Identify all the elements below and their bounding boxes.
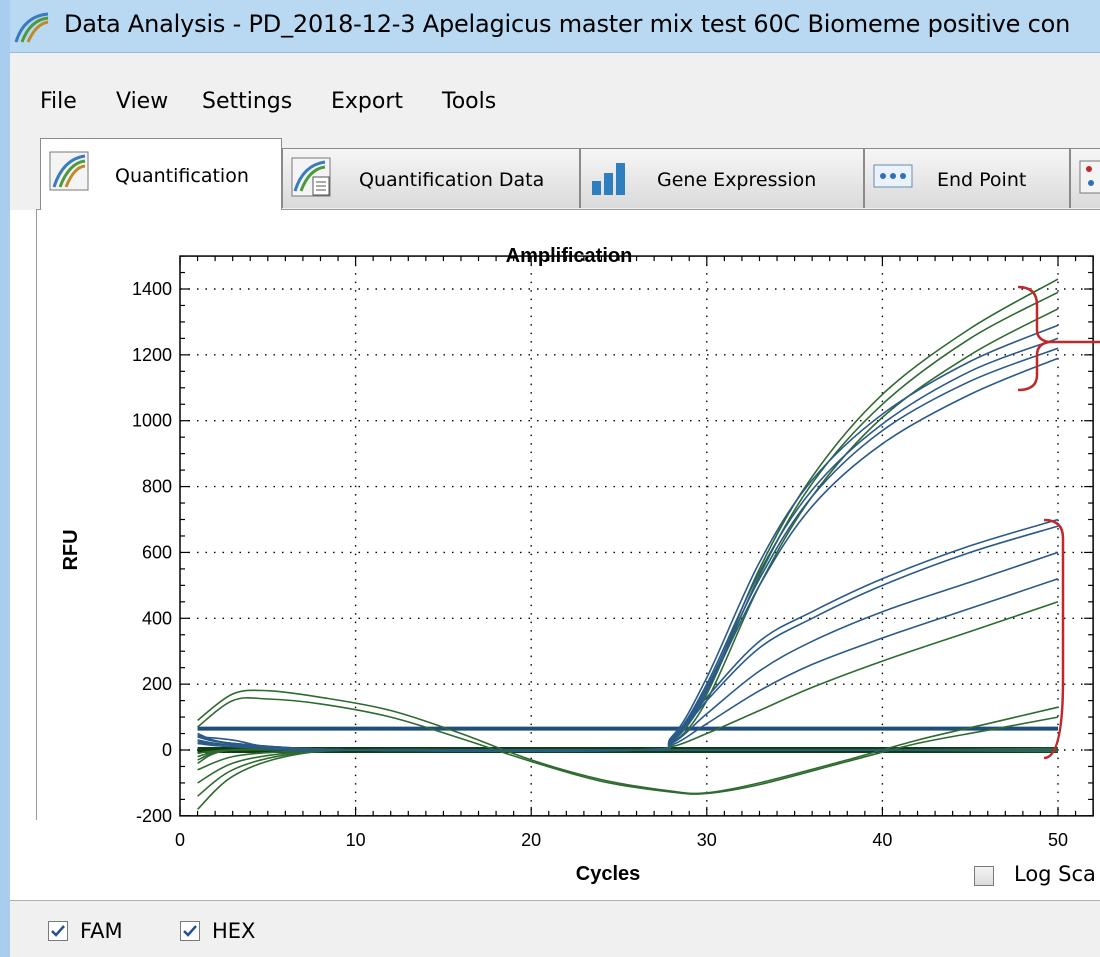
tab-end-point-label: End Point — [937, 169, 1027, 191]
upper-annotation-bracket-lower — [1017, 340, 1050, 392]
checkmark-icon — [51, 925, 65, 937]
hex-curve — [197, 697, 1059, 795]
menu-view[interactable]: View — [116, 89, 169, 114]
fam-curve — [197, 324, 1059, 753]
y-tick-label: 600 — [142, 542, 172, 562]
fam-label: FAM — [80, 919, 123, 943]
x-axis-label: Cycles — [576, 863, 641, 885]
x-tick-label: 50 — [1048, 830, 1068, 850]
tab-gene-expression-label: Gene Expression — [657, 169, 817, 191]
amplification-curves-icon — [49, 151, 89, 191]
hex-curve — [197, 748, 1059, 784]
lower-annotation-bracket — [1043, 518, 1065, 760]
tab-quantification-data[interactable]: Quantification Data — [282, 148, 580, 208]
window-frame-left — [0, 0, 10, 957]
fam-curve — [197, 357, 1059, 752]
checkmark-icon — [183, 925, 197, 937]
tab-gene-expression[interactable]: Gene Expression — [580, 148, 864, 208]
x-tick-label: 40 — [872, 830, 892, 850]
y-tick-label: 1200 — [132, 345, 172, 365]
hex-curve — [197, 308, 1059, 764]
hex-curve — [197, 689, 1059, 795]
plot-frame — [179, 255, 1094, 817]
chart-series — [197, 278, 1059, 810]
fam-curve — [197, 551, 1059, 752]
bar-chart-icon — [592, 163, 625, 195]
end-point-icon — [873, 164, 913, 188]
threshold-lines — [197, 726, 1058, 753]
fluorophore-selector: FAM HEX — [10, 900, 1100, 957]
menu-settings[interactable]: Settings — [202, 89, 293, 114]
chart-grid — [180, 256, 1094, 817]
y-tick-label: -200 — [136, 806, 172, 826]
hex-curve — [197, 291, 1059, 761]
x-tick-label: 10 — [346, 830, 366, 850]
amplification-app-icon — [14, 12, 49, 43]
fam-checkbox[interactable] — [48, 921, 68, 941]
fam-curve — [197, 578, 1059, 752]
y-tick-label: 1000 — [132, 411, 172, 431]
amplification-chart: Amplification 0 10 20 30 40 50-20002004006008… — [60, 245, 1100, 885]
hex-label: HEX — [212, 919, 256, 943]
tab-end-point[interactable]: End Point — [864, 148, 1070, 208]
y-axis-label: RFU — [60, 529, 82, 570]
allelic-discrimination-icon — [1079, 160, 1100, 194]
log-scale-checkbox[interactable] — [974, 866, 994, 886]
fam-curve — [197, 518, 1059, 752]
y-tick-label: 1400 — [132, 279, 172, 299]
tab-strip: Quantification Quantification Data Gene … — [10, 138, 1100, 210]
tab-quantification[interactable]: Quantification — [40, 138, 282, 210]
y-tick-label: 800 — [142, 477, 172, 497]
upper-annotation-bracket — [1017, 285, 1100, 344]
window-title: Data Analysis - PD_2018-12-3 Apelagicus … — [64, 10, 1071, 38]
menu-bar: File View Settings Export Tools — [10, 52, 1100, 139]
x-tick-label: 20 — [521, 830, 541, 850]
y-tick-label: 0 — [162, 740, 172, 760]
title-bar[interactable]: Data Analysis - PD_2018-12-3 Apelagicus … — [0, 0, 1100, 52]
log-scale-label: Log Sca — [1014, 862, 1096, 886]
fam-curve — [197, 337, 1059, 752]
fam-curve — [197, 742, 1058, 752]
hex-curve — [197, 747, 1059, 797]
hex-curve — [197, 278, 1059, 758]
quantification-data-icon — [291, 157, 331, 197]
chart-panel: Amplification 0 10 20 30 40 50 -200 0 200 400 600 8… — [36, 209, 1100, 885]
menu-export[interactable]: Export — [331, 89, 404, 114]
x-tick-label: 30 — [697, 830, 717, 850]
y-tick-label: 400 — [142, 608, 172, 628]
menu-tools[interactable]: Tools — [442, 89, 497, 114]
menu-file[interactable]: File — [40, 89, 77, 114]
hex-checkbox[interactable] — [180, 921, 200, 941]
x-tick-label: 0 — [175, 830, 185, 850]
y-tick-label: 200 — [142, 674, 172, 694]
tab-next-partial[interactable] — [1070, 148, 1100, 208]
tab-quantification-data-label: Quantification Data — [359, 169, 545, 191]
fam-curve — [197, 347, 1059, 752]
hex-curve — [197, 748, 1058, 810]
tab-quantification-label: Quantification — [115, 165, 249, 187]
